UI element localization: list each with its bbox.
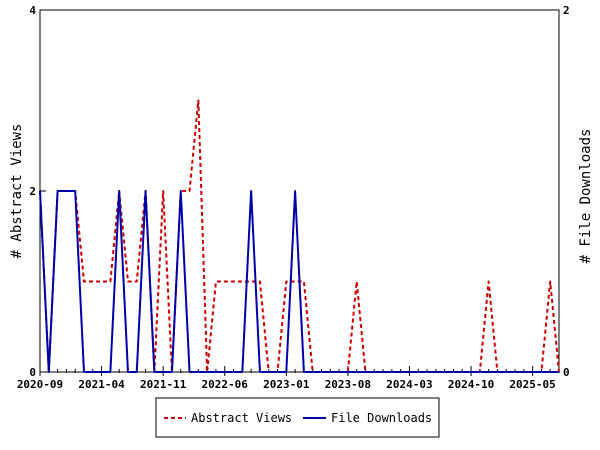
legend-label-abstract-views: Abstract Views	[191, 411, 292, 425]
x-axis-tick-labels: 2020-09 2021-04 2021-11 2022-06 2023-01 2023-…	[17, 378, 556, 391]
y-right-tick-label: 2	[563, 4, 570, 17]
y-axis-left-title: # Abstract Views	[9, 124, 25, 259]
x-tick-label: 2023-01	[263, 378, 310, 391]
y-right-tick-label: 0	[563, 366, 570, 379]
series-line-file-downloads	[39, 190, 559, 373]
y-left-tick-label: 4	[29, 4, 36, 17]
x-tick-label: 2021-11	[140, 378, 187, 391]
x-tick-label: 2022-06	[202, 378, 249, 391]
legend: Abstract Views File Downloads	[155, 397, 440, 438]
y-left-tick-label: 2	[29, 185, 36, 198]
y-axis-right-title: # File Downloads	[578, 129, 594, 264]
x-tick-label: 2021-04	[78, 378, 125, 391]
x-tick-label: 2025-05	[509, 378, 555, 391]
x-tick-label: 2020-09	[17, 378, 63, 391]
series-layer	[39, 99, 560, 373]
x-tick-label: 2024-10	[448, 378, 494, 391]
legend-box	[155, 397, 440, 438]
y-left-tick-label: 0	[29, 366, 36, 379]
x-tick-label: 2024-03	[386, 378, 432, 391]
legend-label-file-downloads: File Downloads	[331, 411, 432, 425]
plot-frame	[39, 9, 560, 373]
x-tick-label: 2023-08	[325, 378, 371, 391]
plot-area	[39, 9, 560, 373]
